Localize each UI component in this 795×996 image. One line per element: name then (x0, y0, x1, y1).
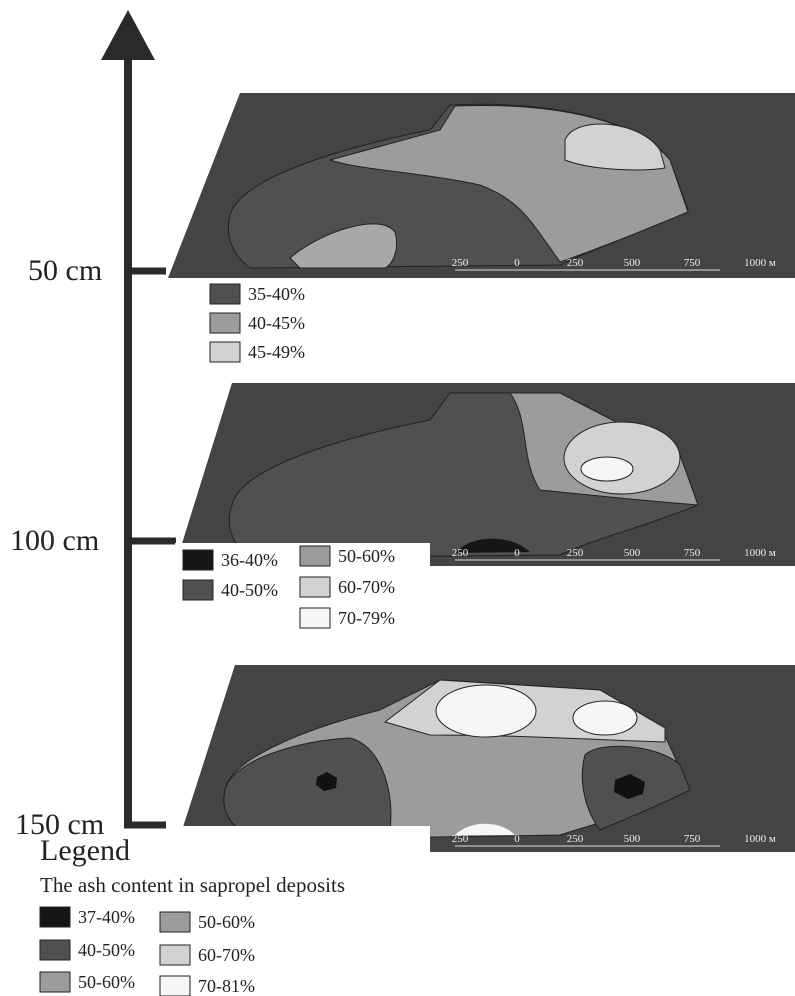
legend-swatch (210, 313, 240, 333)
legend-label: 37-40% (78, 907, 135, 927)
legend-swatch (40, 907, 70, 927)
map-150cm (175, 665, 795, 856)
legend-label: 50-60% (78, 972, 135, 992)
legend-label: 35-40% (248, 284, 305, 304)
zone (581, 457, 633, 481)
scale-label: 250 (452, 833, 469, 845)
scale-label: 0 (514, 547, 520, 559)
axis-arrow (101, 10, 155, 60)
zone (573, 701, 637, 735)
depth-label: 50 cm (28, 254, 102, 287)
figure: 50 cm100 cm150 cm25002505007501000 м2500… (0, 0, 795, 996)
legend-label: 40-50% (78, 940, 135, 960)
legend-label: 70-79% (338, 608, 395, 628)
legend-swatch (160, 976, 190, 996)
legend-label: 60-70% (338, 577, 395, 597)
scale-label: 500 (624, 547, 641, 559)
scale-label: 1000 м (744, 257, 776, 269)
scale-label: 250 (452, 257, 469, 269)
scale-label: 750 (684, 833, 701, 845)
scale-label: 0 (514, 833, 520, 845)
legend-swatch (160, 945, 190, 965)
depth-label: 100 cm (10, 524, 99, 557)
legend-swatch (300, 608, 330, 628)
legend-swatch (300, 546, 330, 566)
scale-label: 500 (624, 833, 641, 845)
legend-title: Legend (40, 834, 130, 867)
scale-label: 1000 м (744, 547, 776, 559)
scale-label: 750 (684, 547, 701, 559)
legend-label: 60-70% (198, 945, 255, 965)
zone (436, 685, 536, 737)
legend-swatch (183, 580, 213, 600)
legend-bg (175, 826, 430, 856)
scale-label: 0 (514, 257, 520, 269)
legend-swatch (210, 342, 240, 362)
legend-swatch (183, 550, 213, 570)
legend-label: 50-60% (198, 912, 255, 932)
zone (564, 422, 680, 494)
legend-swatch (160, 912, 190, 932)
legend-swatch (300, 577, 330, 597)
legend-swatch (210, 284, 240, 304)
legend-label: 36-40% (221, 550, 278, 570)
scale-label: 1000 м (744, 833, 776, 845)
legend-label: 50-60% (338, 546, 395, 566)
scale-label: 500 (624, 257, 641, 269)
scale-label: 250 (567, 833, 584, 845)
legend-swatch (40, 940, 70, 960)
legend-label: 45-49% (248, 342, 305, 362)
legend-swatch (40, 972, 70, 992)
scale-label: 250 (567, 547, 584, 559)
scale-label: 750 (684, 257, 701, 269)
legend-subtitle: The ash content in sapropel deposits (40, 873, 345, 897)
legend-label: 70-81% (198, 976, 255, 996)
scale-label: 250 (452, 547, 469, 559)
legend-label: 40-45% (248, 313, 305, 333)
scale-label: 250 (567, 257, 584, 269)
legend-label: 40-50% (221, 580, 278, 600)
